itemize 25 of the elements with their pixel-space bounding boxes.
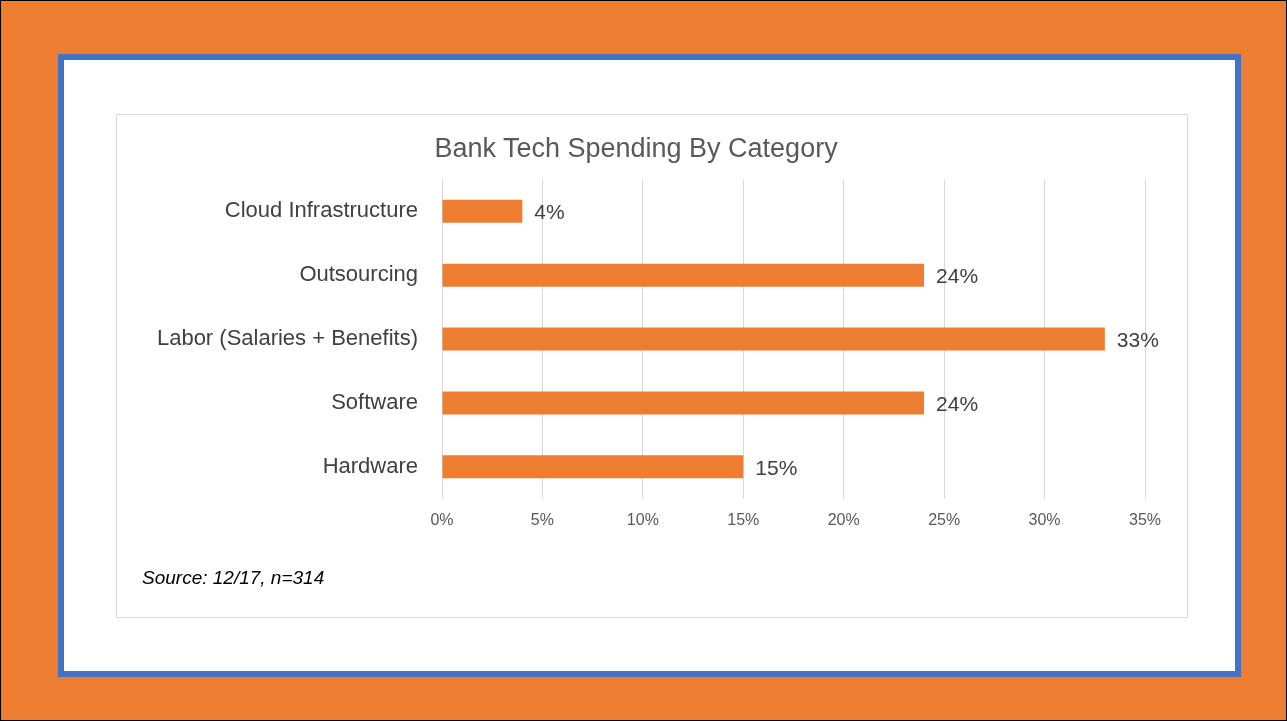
x-tick-label: 25% (928, 510, 961, 528)
data-label: 24% (936, 264, 979, 288)
data-label: 4% (534, 200, 565, 224)
y-tick-label: Software (331, 389, 418, 415)
bar (442, 327, 1105, 351)
y-tick-label: Outsourcing (299, 261, 418, 287)
y-tick-label: Labor (Salaries + Benefits) (156, 325, 418, 351)
x-tick-label: 30% (1028, 510, 1061, 528)
bar (442, 455, 744, 479)
data-label: 15% (755, 455, 798, 479)
data-label: 33% (1116, 327, 1159, 351)
x-tick-label: 5% (530, 510, 554, 528)
data-label: 24% (936, 391, 979, 415)
source-note: Source: 12/17, n=314 (142, 567, 325, 589)
chart-title: Bank Tech Spending By Category (434, 132, 839, 163)
bar (442, 391, 925, 415)
y-tick-label: Hardware (322, 452, 418, 478)
y-tick-label: Cloud Infrastructure (224, 197, 418, 223)
x-tick-label: 0% (430, 510, 454, 528)
x-tick-label: 10% (626, 510, 659, 528)
bar (442, 263, 925, 287)
bar (442, 199, 523, 223)
x-tick-label: 15% (727, 510, 760, 528)
x-tick-label: 20% (827, 510, 860, 528)
x-tick-label: 35% (1128, 510, 1162, 528)
